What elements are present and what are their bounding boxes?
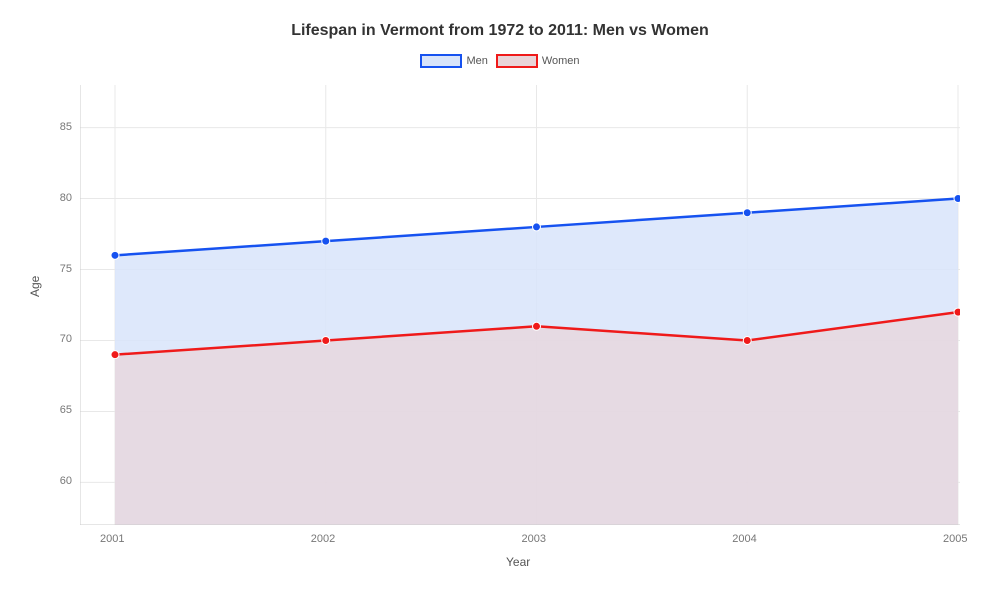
- marker-men: [322, 237, 330, 245]
- legend-label-men: Men: [466, 55, 487, 67]
- marker-men: [111, 251, 119, 259]
- marker-women: [533, 322, 541, 330]
- marker-women: [322, 336, 330, 344]
- chart-svg: [80, 85, 960, 525]
- marker-men: [533, 223, 541, 231]
- xtick-label: 2005: [943, 533, 967, 545]
- ytick-label: 75: [60, 263, 72, 275]
- plot-area: [80, 85, 960, 525]
- legend-item-women: Women: [496, 54, 580, 68]
- marker-women: [954, 308, 960, 316]
- legend-label-women: Women: [542, 55, 580, 67]
- xtick-label: 2002: [311, 533, 335, 545]
- marker-women: [743, 336, 751, 344]
- legend-item-men: Men: [420, 54, 487, 68]
- ytick-label: 65: [60, 404, 72, 416]
- legend-swatch-men: [420, 54, 462, 68]
- x-axis-label: Year: [506, 555, 530, 569]
- legend: Men Women: [0, 54, 1000, 68]
- ytick-label: 70: [60, 333, 72, 345]
- marker-women: [111, 351, 119, 359]
- ytick-label: 85: [60, 121, 72, 133]
- xtick-label: 2001: [100, 533, 124, 545]
- chart-title: Lifespan in Vermont from 1972 to 2011: M…: [0, 0, 1000, 40]
- y-axis-label: Age: [28, 276, 42, 297]
- ytick-label: 80: [60, 192, 72, 204]
- ytick-label: 60: [60, 475, 72, 487]
- xtick-label: 2004: [732, 533, 756, 545]
- legend-swatch-women: [496, 54, 538, 68]
- marker-men: [743, 209, 751, 217]
- marker-men: [954, 195, 960, 203]
- xtick-label: 2003: [522, 533, 546, 545]
